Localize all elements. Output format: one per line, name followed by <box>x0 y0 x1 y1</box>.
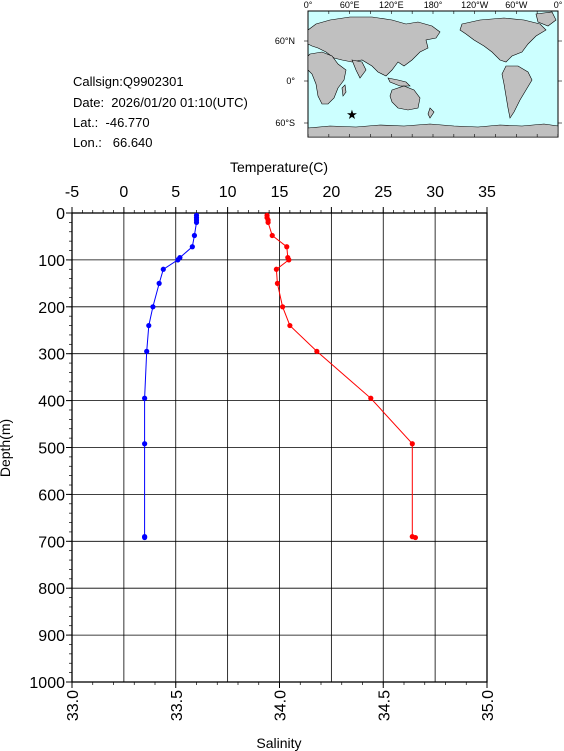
salinity-point <box>175 257 181 263</box>
temperature-point <box>314 348 320 354</box>
bottom-axis-title: Salinity <box>256 735 301 751</box>
salinity-tick-label: 35.0 <box>480 690 497 721</box>
salinity-point <box>193 219 200 225</box>
latitude-text: Lat.: -46.770 <box>73 115 150 130</box>
landmass-africa <box>307 51 347 105</box>
map-longitude-label: 180° <box>424 0 443 10</box>
landmass-north-america <box>459 17 547 63</box>
temperature-point <box>269 232 275 239</box>
salinity-point <box>142 395 148 401</box>
temperature-point <box>273 266 279 272</box>
temperature-tick-label: 20 <box>322 184 340 201</box>
temperature-point <box>287 322 293 329</box>
landmass-india <box>351 59 367 79</box>
map-graticule <box>304 11 562 137</box>
map-longitude-label: 0° <box>554 0 563 10</box>
depth-tick-label: 1000 <box>29 675 65 692</box>
depth-tick-label: 900 <box>38 628 65 645</box>
temperature-tick-label: -5 <box>65 184 79 201</box>
depth-tick-label: 400 <box>38 394 65 411</box>
longitude-text: Lon.: 66.640 <box>73 135 153 150</box>
temperature-point <box>284 244 290 250</box>
depth-tick-label: 800 <box>38 581 65 598</box>
salinity-point <box>150 304 156 310</box>
depth-tick-label: 0 <box>56 206 65 223</box>
temperature-tick-label: 25 <box>374 184 392 201</box>
landmass-indonesia <box>387 77 411 87</box>
map-longitude-label: 60°W <box>505 0 528 10</box>
landmass-south-america <box>501 65 533 119</box>
landmass-new-zealand <box>427 107 435 119</box>
top-axis-title: Temperature(C) <box>230 159 328 175</box>
depth-tick-label: 100 <box>38 253 65 270</box>
landmass-greenland <box>535 11 557 27</box>
plot-series <box>142 212 419 541</box>
temperature-point <box>286 257 292 263</box>
temperature-tick-label: 5 <box>171 184 180 201</box>
map-latitude-labels: 60°N 0° 60°S <box>275 36 296 128</box>
station-marker-star-icon: ★ <box>346 107 358 122</box>
depth-tick-label: 200 <box>38 300 65 317</box>
landmass-madagascar <box>341 84 347 97</box>
temperature-point <box>265 219 271 225</box>
salinity-point <box>144 348 150 354</box>
depth-tick-label: 600 <box>38 487 65 504</box>
map-latitude-label: 0° <box>286 76 295 86</box>
date-text: Date: 2026/01/20 01:10(UTC) <box>73 95 248 110</box>
plot-grid <box>72 213 487 682</box>
temperature-tick-label: 10 <box>219 184 237 201</box>
profile-plot: -5 0 5 10 15 20 25 30 35010020030040050060070080… <box>0 159 497 751</box>
map-land <box>307 11 559 138</box>
salinity-point <box>156 280 162 286</box>
landmass-australia <box>389 85 421 111</box>
temperature-tick-label: 0 <box>119 184 128 201</box>
temperature-tick-label: 30 <box>426 184 444 201</box>
depth-tick-label: 700 <box>38 534 65 551</box>
depth-tick-label: 500 <box>38 441 65 458</box>
map-latitude-label: 60°S <box>275 118 295 128</box>
temperature-tick-label: 35 <box>478 184 496 201</box>
map-longitude-label: 120°E <box>379 0 404 10</box>
map-latitude-label: 60°N <box>275 36 295 46</box>
temperature-point <box>280 304 286 310</box>
map-longitude-labels: 0° 60°E 120°E 180° 120°W 60°W 0° <box>304 0 563 10</box>
callsign-text: Callsign:Q9902301 <box>73 74 184 89</box>
salinity-tick-label: 34.5 <box>376 690 393 721</box>
salinity-tick-label: 33.0 <box>65 690 82 721</box>
location-map: ★ 0° 60°E 120°E 180° 120°W 60°W 0° 60°N 0° 60°S <box>275 0 563 138</box>
temperature-point <box>274 280 281 286</box>
left-axis-title: Depth(m) <box>0 419 13 477</box>
salinity-point <box>142 534 148 541</box>
salinity-tick-label: 33.5 <box>169 690 186 721</box>
temperature-point <box>409 441 415 447</box>
plot-ticks <box>66 207 488 688</box>
salinity-point <box>160 266 166 272</box>
salinity-point <box>189 244 195 250</box>
salinity-tick-label: 34.0 <box>273 690 290 721</box>
temperature-point <box>412 534 419 541</box>
map-longitude-label: 120°W <box>461 0 489 10</box>
temperature-point <box>368 395 374 401</box>
map-longitude-label: 0° <box>304 0 313 10</box>
salinity-point <box>142 441 148 447</box>
temperature-tick-label: 15 <box>271 184 289 201</box>
salinity-point <box>146 322 152 329</box>
salinity-point <box>191 232 198 239</box>
plot-tick-labels: -5 0 5 10 15 20 25 30 35010020030040050060070080… <box>29 184 497 721</box>
depth-tick-label: 300 <box>38 347 65 364</box>
map-longitude-label: 60°E <box>340 0 360 10</box>
landmass-antarctica <box>307 123 559 138</box>
